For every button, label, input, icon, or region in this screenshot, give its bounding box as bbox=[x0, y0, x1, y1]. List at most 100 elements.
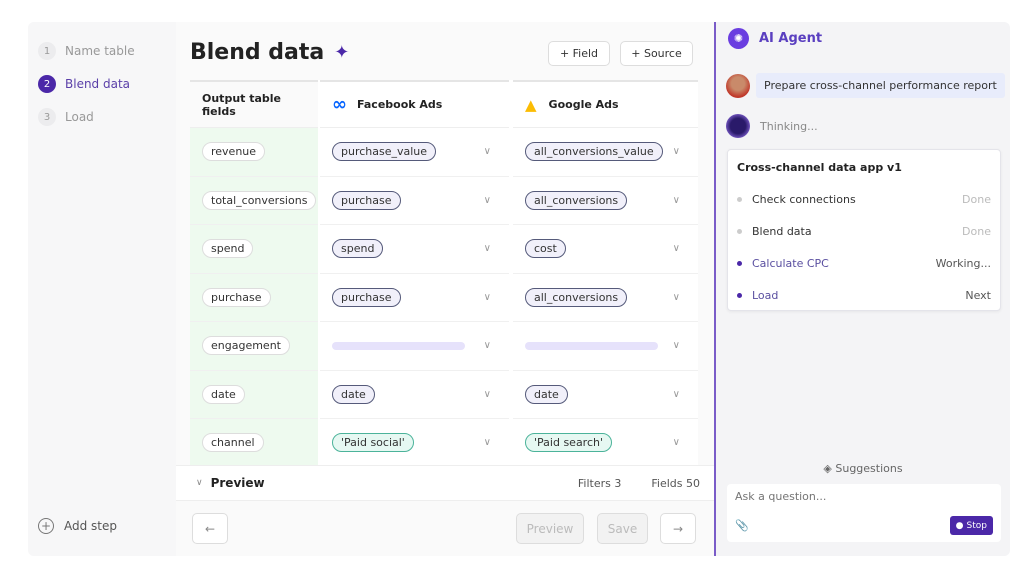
step-label: Name table bbox=[65, 44, 135, 58]
ai-agent-panel: ✺ AI Agent Prepare cross-channel performa… bbox=[714, 22, 1010, 556]
loading-placeholder bbox=[525, 341, 658, 350]
save-button[interactable]: Save bbox=[597, 513, 648, 544]
step-load[interactable]: 3 Load bbox=[38, 108, 94, 126]
task-item: Calculate CPC Working... bbox=[737, 257, 991, 270]
agent-message: Thinking... bbox=[726, 114, 818, 138]
column-header: Output table fields bbox=[190, 80, 318, 128]
mapping-select[interactable]: cost ∨ bbox=[513, 225, 698, 274]
stop-label: Stop bbox=[966, 520, 987, 531]
diamond-sparkle-icon: ◈ bbox=[823, 462, 836, 475]
mapping-select[interactable]: date ∨ bbox=[513, 371, 698, 419]
blend-table: Output table fields revenue total_conver… bbox=[190, 80, 698, 468]
chevron-down-icon: ∨ bbox=[672, 146, 680, 158]
column-header: ∞ Facebook Ads bbox=[320, 80, 509, 128]
chevron-down-icon: ∨ bbox=[483, 340, 491, 352]
mapping-pill: spend bbox=[332, 239, 384, 259]
field-pill[interactable]: revenue bbox=[202, 142, 266, 162]
field-pill[interactable]: engagement bbox=[202, 336, 290, 356]
user-message: Prepare cross-channel performance report bbox=[726, 73, 1005, 98]
step-label: Blend data bbox=[65, 77, 131, 91]
agent-header: ✺ AI Agent bbox=[728, 28, 822, 49]
mapping-select[interactable]: all_conversions ∨ bbox=[513, 177, 698, 225]
task-item: Load Next bbox=[737, 289, 991, 302]
constant-pill: 'Paid search' bbox=[525, 433, 613, 453]
task-label: Calculate CPC bbox=[752, 257, 829, 270]
mapping-select[interactable]: purchase ∨ bbox=[320, 177, 509, 225]
task-status: Working... bbox=[935, 257, 991, 270]
status-dot bbox=[737, 261, 742, 266]
step-name-table[interactable]: 1 Name table bbox=[38, 42, 135, 60]
chevron-down-icon: ∨ bbox=[483, 146, 491, 158]
mapping-select[interactable]: ∨ bbox=[320, 322, 509, 371]
main-panel: Blend data ✦ + Field + Source Output tabl… bbox=[176, 22, 714, 556]
chevron-down-icon: ∨ bbox=[483, 243, 491, 255]
thinking-text: Thinking... bbox=[760, 119, 818, 133]
agent-avatar bbox=[726, 114, 750, 138]
filters-count[interactable]: Filters 3 bbox=[577, 476, 622, 490]
chevron-down-icon: ∨ bbox=[672, 291, 680, 303]
page-title-text: Blend data bbox=[190, 40, 325, 65]
paperclip-icon[interactable]: 📎 bbox=[735, 519, 749, 532]
status-dot bbox=[737, 197, 742, 202]
chevron-down-icon: ∨ bbox=[672, 437, 680, 449]
mapping-select[interactable]: ∨ bbox=[513, 322, 698, 371]
output-fields-column: Output table fields revenue total_conver… bbox=[190, 80, 318, 468]
mapping-pill: purchase bbox=[332, 190, 401, 210]
plan-title: Cross-channel data app v1 bbox=[737, 161, 902, 174]
mapping-pill: purchase_value bbox=[332, 142, 437, 162]
stop-button[interactable]: ● Stop bbox=[949, 516, 993, 535]
add-source-button[interactable]: + Source bbox=[620, 41, 693, 66]
field-pill[interactable]: date bbox=[202, 384, 245, 404]
google-ads-column: ▲ Google Ads all_conversions_value ∨ all_c… bbox=[513, 80, 698, 468]
mapping-select[interactable]: purchase ∨ bbox=[320, 274, 509, 322]
suggestions-button[interactable]: ◈ Suggestions bbox=[716, 462, 1010, 475]
column-header: ▲ Google Ads bbox=[513, 80, 698, 128]
mapping-select[interactable]: all_conversions_value ∨ bbox=[513, 128, 698, 177]
page-title: Blend data ✦ bbox=[190, 40, 349, 65]
task-status: Done bbox=[962, 193, 991, 206]
step-number: 3 bbox=[38, 108, 56, 126]
step-number: 1 bbox=[38, 42, 56, 60]
sparkle-icon: ✦ bbox=[334, 42, 350, 63]
status-dot bbox=[737, 229, 742, 234]
mapping-select[interactable]: 'Paid social' ∨ bbox=[320, 419, 509, 468]
suggestions-label: Suggestions bbox=[835, 462, 903, 475]
add-step-button[interactable]: + Add step bbox=[38, 518, 117, 534]
task-label: Check connections bbox=[752, 193, 856, 206]
step-label: Load bbox=[65, 110, 94, 124]
agent-title: AI Agent bbox=[759, 31, 823, 46]
facebook-ads-column: ∞ Facebook Ads purchase_value ∨ purchase ∨ … bbox=[320, 80, 509, 468]
mapping-select[interactable]: purchase_value ∨ bbox=[320, 128, 509, 177]
chevron-down-icon: ∨ bbox=[483, 437, 491, 449]
mapping-pill: date bbox=[332, 384, 375, 404]
mapping-pill: purchase bbox=[332, 287, 401, 307]
mapping-select[interactable]: all_conversions ∨ bbox=[513, 274, 698, 322]
fields-count[interactable]: Fields 50 bbox=[651, 476, 700, 490]
ask-input[interactable] bbox=[735, 490, 985, 503]
chevron-down-icon: ∨ bbox=[483, 388, 491, 400]
stop-icon: ● bbox=[955, 520, 964, 531]
mapping-select[interactable]: spend ∨ bbox=[320, 225, 509, 274]
field-pill[interactable]: spend bbox=[202, 239, 254, 259]
field-pill[interactable]: channel bbox=[202, 433, 264, 453]
preview-bar[interactable]: ∨ Preview Filters 3 Fields 50 bbox=[176, 465, 714, 501]
column-header-label: Facebook Ads bbox=[357, 98, 443, 111]
steps-sidebar: 1 Name table 2 Blend data 3 Load + Add step bbox=[28, 22, 176, 556]
mapping-select[interactable]: date ∨ bbox=[320, 371, 509, 419]
step-number: 2 bbox=[38, 75, 56, 93]
task-item: Blend data Done bbox=[737, 225, 991, 238]
step-blend-data[interactable]: 2 Blend data bbox=[38, 75, 130, 93]
task-label: Load bbox=[752, 289, 779, 302]
mapping-select[interactable]: 'Paid search' ∨ bbox=[513, 419, 698, 468]
google-ads-logo-icon: ▲ bbox=[525, 95, 537, 114]
add-field-button[interactable]: + Field bbox=[548, 41, 610, 66]
chevron-down-icon: ∨ bbox=[672, 194, 680, 206]
field-pill[interactable]: purchase bbox=[202, 287, 271, 307]
next-button[interactable]: → bbox=[660, 513, 696, 544]
field-pill[interactable]: total_conversions bbox=[202, 190, 317, 210]
add-step-label: Add step bbox=[64, 519, 118, 533]
back-button[interactable]: ← bbox=[192, 513, 228, 544]
preview-button[interactable]: Preview bbox=[516, 513, 584, 544]
chevron-down-icon: ∨ bbox=[483, 291, 491, 303]
mapping-pill: cost bbox=[525, 239, 566, 259]
